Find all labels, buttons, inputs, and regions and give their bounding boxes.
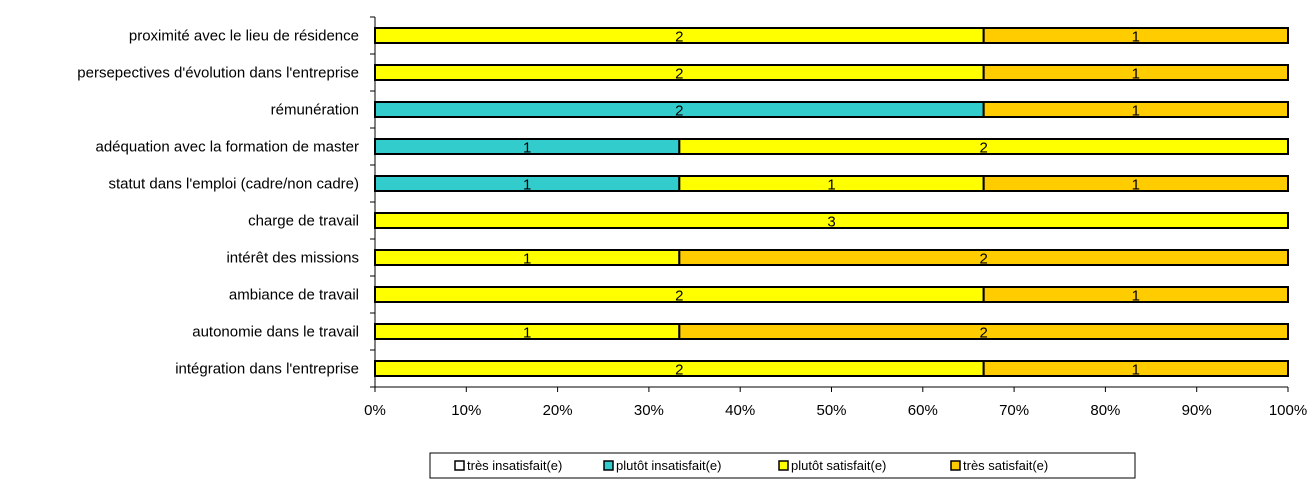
bar-segment-tres-satisfait-e <box>678 323 1289 340</box>
legend-label: plutôt satisfait(e) <box>791 458 886 473</box>
legend-swatch-tres-insatisfait-e <box>454 460 465 471</box>
x-tick-label: 20% <box>543 402 573 419</box>
bar-segment-tres-satisfait-e <box>982 286 1290 303</box>
data-label: 2 <box>979 251 987 268</box>
category-label: proximité avec le lieu de résidence <box>129 28 359 45</box>
data-label: 2 <box>675 362 683 379</box>
plot-area: 2 1 2 1 2 1 1 2 1 1 1 3 1 2 2 1 1 2 2 1 <box>374 27 1290 379</box>
data-label: 3 <box>827 214 835 231</box>
x-tick-label: 10% <box>451 402 481 419</box>
x-tick-label: 50% <box>816 402 846 419</box>
bar-segment-tres-satisfait-e <box>982 64 1290 81</box>
category-label: charge de travail <box>248 213 359 230</box>
data-label: 2 <box>675 103 683 120</box>
category-label: persepectives d'évolution dans l'entrepr… <box>77 65 359 82</box>
x-tick-label: 30% <box>634 402 664 419</box>
x-tick-label: 0% <box>364 402 386 419</box>
category-labels: proximité avec le lieu de résidence perse… <box>77 28 359 378</box>
legend: très insatisfait(e) plutôt insatisfait(e)… <box>429 452 1136 479</box>
category-label: adéquation avec la formation de master <box>96 139 360 156</box>
data-label: 1 <box>523 140 531 157</box>
x-tick-label: 70% <box>999 402 1029 419</box>
data-label: 2 <box>979 325 987 342</box>
legend-swatch-tres-satisfait-e <box>950 460 961 471</box>
category-label: statut dans l'emploi (cadre/non cadre) <box>109 176 360 193</box>
category-label: intégration dans l'entreprise <box>175 361 359 378</box>
legend-swatch-plutot-satisfait-e <box>778 460 789 471</box>
bar-segment-tres-satisfait-e <box>982 175 1290 192</box>
bar-segment-plutot-satisfait-e <box>678 138 1289 155</box>
category-label: intérêt des missions <box>226 250 359 267</box>
data-label: 2 <box>675 29 683 46</box>
legend-label: très satisfait(e) <box>963 458 1048 473</box>
legend-swatch-plutot-insatisfait-e <box>603 460 614 471</box>
data-label: 1 <box>1132 288 1140 305</box>
data-label: 2 <box>979 140 987 157</box>
data-label: 1 <box>1132 29 1140 46</box>
bar-segment-tres-satisfait-e <box>678 249 1289 266</box>
data-label: 1 <box>1132 66 1140 83</box>
data-label: 1 <box>523 325 531 342</box>
data-label: 1 <box>523 251 531 268</box>
x-axis: 0% 10% 20% 30% 40% 50% 60% 70% 80% 90% 100% <box>364 16 1307 419</box>
data-label: 2 <box>675 288 683 305</box>
bar-segment-tres-satisfait-e <box>982 27 1290 44</box>
category-label: rémunération <box>271 102 359 119</box>
data-label: 1 <box>1132 103 1140 120</box>
x-tick-label: 80% <box>1090 402 1120 419</box>
bar-segment-tres-satisfait-e <box>982 101 1290 118</box>
data-label: 1 <box>1132 362 1140 379</box>
x-tick-label: 100% <box>1269 402 1307 419</box>
data-label: 1 <box>827 177 835 194</box>
x-tick-label: 60% <box>908 402 938 419</box>
category-label: ambiance de travail <box>229 287 359 304</box>
legend-label: plutôt insatisfait(e) <box>616 458 722 473</box>
data-label: 1 <box>523 177 531 194</box>
data-label: 2 <box>675 66 683 83</box>
x-tick-label: 90% <box>1182 402 1212 419</box>
data-label: 1 <box>1132 177 1140 194</box>
bar-segment-tres-satisfait-e <box>982 360 1290 377</box>
x-tick-label: 40% <box>725 402 755 419</box>
category-label: autonomie dans le travail <box>192 324 359 341</box>
legend-label: très insatisfait(e) <box>467 458 562 473</box>
